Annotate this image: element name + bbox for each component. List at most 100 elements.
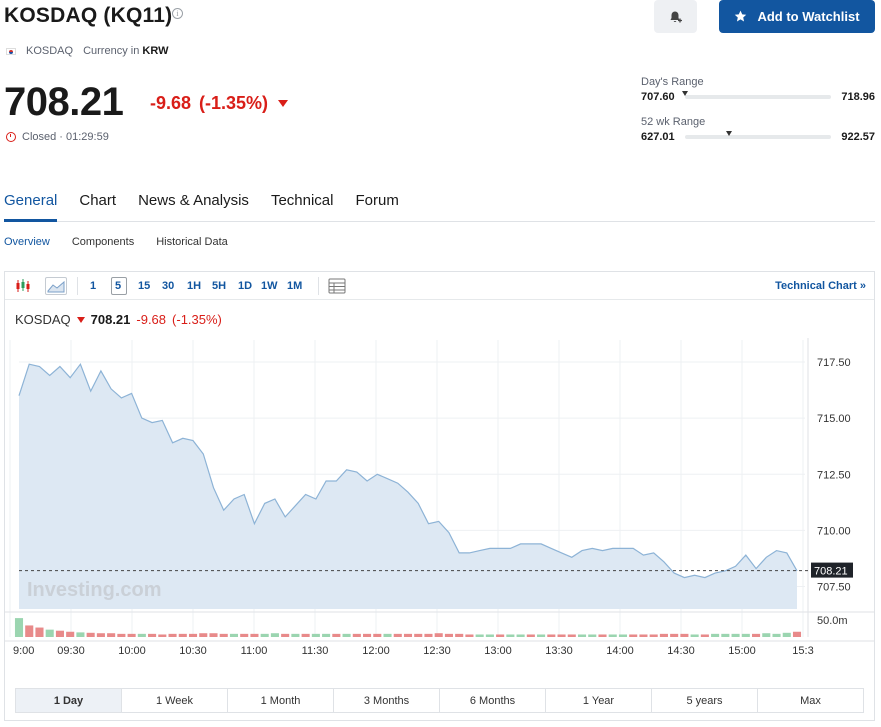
x-tick-label: 10:30 xyxy=(179,645,207,657)
volume-bar xyxy=(680,633,689,637)
volume-bar xyxy=(45,629,54,637)
volume-bar xyxy=(148,633,157,637)
currency-label: Currency in xyxy=(83,45,140,57)
volume-bar xyxy=(772,633,781,637)
volume-bar xyxy=(547,634,556,637)
tab-forum[interactable]: Forum xyxy=(355,192,399,209)
52wk-range-label: 52 wk Range xyxy=(641,116,706,128)
52wk-range-low: 627.01 xyxy=(641,131,675,143)
volume-bar xyxy=(414,633,423,637)
exchange-name: KOSDAQ xyxy=(26,45,74,57)
volume-bar xyxy=(577,634,587,637)
y-tick-label: 715.00 xyxy=(817,413,851,425)
subtab-components[interactable]: Components xyxy=(71,236,135,248)
volume-bar xyxy=(506,634,515,637)
volume-bar xyxy=(792,631,802,637)
info-icon[interactable]: i xyxy=(172,8,183,19)
market-status-text: Closed · 01:29:59 xyxy=(22,131,109,143)
legend-change-percent: (-1.35%) xyxy=(172,312,222,327)
period-1-day[interactable]: 1 Day xyxy=(16,689,122,712)
volume-bar xyxy=(291,633,300,637)
volume-bar xyxy=(731,633,740,637)
subtab-historical-data[interactable]: Historical Data xyxy=(156,236,228,248)
interval-5[interactable]: 5 xyxy=(115,280,122,292)
interval-1[interactable]: 1 xyxy=(90,280,97,292)
x-tick-label: 15:00 xyxy=(728,645,756,657)
chart-plot-area[interactable]: 717.50 715.00 712.50 710.00 707.50 Investing.… xyxy=(5,272,874,682)
days-range-marker xyxy=(681,91,688,96)
tab-technical[interactable]: Technical xyxy=(270,192,334,209)
chart-legend: KOSDAQ 708.21 -9.68 (-1.35%) xyxy=(15,312,222,327)
period-1-month[interactable]: 1 Month xyxy=(228,689,334,712)
create-alert-button[interactable] xyxy=(654,0,697,33)
52wk-range-marker xyxy=(725,131,732,136)
interval-30[interactable]: 30 xyxy=(162,280,175,292)
volume-bar xyxy=(629,634,638,637)
period-max[interactable]: Max xyxy=(800,694,821,707)
volume-bar xyxy=(383,633,392,637)
tab-news-analysis[interactable]: News & Analysis xyxy=(138,192,249,209)
volume-bar xyxy=(352,633,361,637)
volume-bar xyxy=(199,633,208,637)
volume-bar xyxy=(240,633,249,637)
add-to-watchlist-button[interactable]: Add to Watchlist xyxy=(719,0,875,33)
volume-bar xyxy=(670,633,679,637)
x-tick-label: 15:3 xyxy=(792,645,813,657)
x-tick-label: 9:00 xyxy=(13,645,34,657)
market-status: Closed · 01:29:59 xyxy=(6,131,109,143)
tab-general[interactable]: General xyxy=(4,190,58,222)
volume-bar xyxy=(588,634,597,637)
interval-5h[interactable]: 5H xyxy=(212,280,227,292)
interval-1m[interactable]: 1M xyxy=(287,280,303,292)
down-arrow-icon xyxy=(76,316,85,323)
y-tick-label: 712.50 xyxy=(817,469,851,481)
instrument-title: KOSDAQ (KQ11) xyxy=(4,4,173,27)
toolbar-divider xyxy=(77,277,78,295)
volume-bar xyxy=(782,632,791,637)
x-tick-label: 13:00 xyxy=(484,645,512,657)
period-1-week[interactable]: 1 Week xyxy=(122,689,228,712)
subtab-overview[interactable]: Overview xyxy=(4,236,50,248)
bell-plus-icon xyxy=(670,11,682,22)
candlestick-icon[interactable] xyxy=(15,279,31,293)
volume-bar xyxy=(721,633,730,637)
period-3-months[interactable]: 3 Months xyxy=(334,689,440,712)
interval-1d[interactable]: 1D xyxy=(238,280,253,292)
volume-bar xyxy=(127,633,136,637)
volume-bar xyxy=(332,633,341,637)
volume-bar xyxy=(455,633,464,637)
clock-icon xyxy=(6,132,16,142)
table-view-icon[interactable] xyxy=(328,278,346,294)
legend-price: 708.21 xyxy=(90,312,131,327)
toolbar-divider xyxy=(318,277,319,295)
tab-chart[interactable]: Chart xyxy=(79,192,117,209)
52wk-range-bar xyxy=(684,131,832,139)
volume-bar xyxy=(659,633,668,637)
period-1-year[interactable]: 1 Year xyxy=(546,689,652,712)
volume-bar xyxy=(322,633,331,637)
interval-15[interactable]: 15 xyxy=(138,280,151,292)
period-6-months[interactable]: 6 Months xyxy=(440,689,546,712)
volume-bar xyxy=(14,618,24,637)
period-selector: 1 Day 1 Week 1 Month 3 Months 6 Months 1… xyxy=(15,688,864,713)
chart-toolbar: 1 5 15 30 1H 5H 1D 1W 1M Technical Chart… xyxy=(5,272,874,300)
volume-bar xyxy=(403,633,413,637)
sub-tabs: Overview Components Historical Data xyxy=(4,236,228,248)
period-5-years[interactable]: 5 years xyxy=(652,689,758,712)
days-range-low: 707.60 xyxy=(641,91,675,103)
volume-bar xyxy=(393,633,402,637)
change-value: -9.68 xyxy=(150,93,192,113)
days-range-label: Day's Range xyxy=(641,76,704,88)
volume-bar xyxy=(434,633,443,637)
volume-bar xyxy=(465,634,474,637)
interval-1h[interactable]: 1H xyxy=(187,280,202,292)
volume-bar xyxy=(76,632,85,637)
volume-bar xyxy=(260,633,269,637)
technical-chart-link[interactable]: Technical Chart » xyxy=(775,280,866,292)
x-tick-label: 11:30 xyxy=(302,645,329,657)
volume-bar xyxy=(66,631,75,637)
days-range-high: 718.96 xyxy=(841,91,875,103)
interval-1w[interactable]: 1W xyxy=(261,280,278,292)
volume-bar xyxy=(281,633,290,637)
area-chart-toggle[interactable] xyxy=(45,277,67,295)
